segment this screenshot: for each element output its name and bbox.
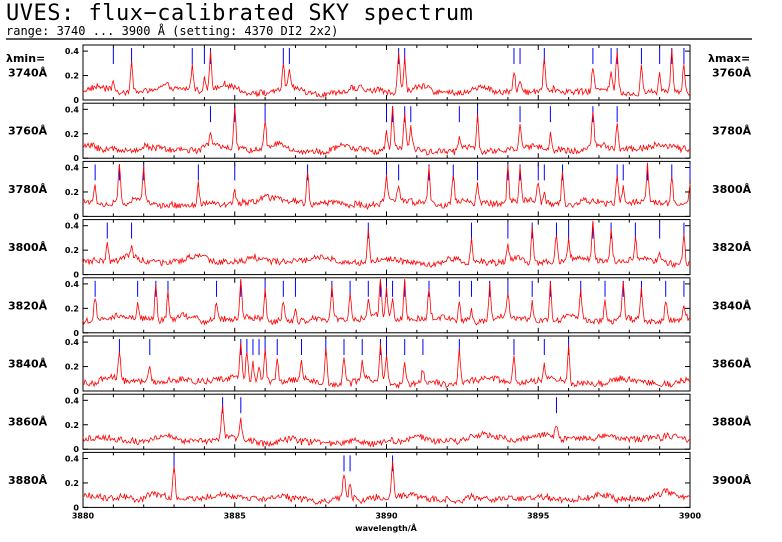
lambda-min-4: 3800Å: [8, 241, 48, 254]
lambda-min-8: 3880Å: [8, 474, 48, 487]
y-tick-label: 0.2: [65, 363, 79, 372]
spectrum-line-1: [82, 49, 691, 99]
y-tick-label: 0.4: [65, 280, 80, 289]
x-tick-label: 3880: [72, 511, 95, 520]
panel-frame-4: [82, 219, 691, 276]
lambda-max-1: 3760Å: [712, 67, 752, 80]
y-tick-label: 0: [73, 212, 79, 221]
title-divider: [6, 38, 752, 40]
lambda-min-header: λmin=: [6, 52, 45, 65]
panel-frame-7: [82, 393, 691, 450]
y-tick-label: 0.2: [65, 246, 79, 255]
lambda-max-6: 3860Å: [712, 358, 752, 371]
y-tick-label: 0.4: [65, 222, 80, 231]
y-tick-label: 0: [73, 329, 79, 338]
lambda-min-1: 3740Å: [8, 67, 48, 80]
y-tick-label: 0.4: [65, 396, 80, 405]
y-tick-label: 0: [73, 96, 79, 105]
lambda-max-4: 3820Å: [712, 241, 752, 254]
y-tick-label: 0: [73, 154, 79, 163]
x-axis-label: wavelength/Å: [355, 523, 417, 533]
spectrum-line-6: [82, 342, 691, 390]
y-tick-label: 0.2: [65, 130, 79, 139]
y-tick-label: 0: [73, 503, 79, 512]
spectrum-line-8: [83, 461, 691, 505]
x-tick-label: 3885: [224, 511, 247, 520]
lambda-max-8: 3900Å: [712, 474, 752, 487]
x-tick-label: 3900: [679, 511, 702, 520]
y-tick-label: 0: [73, 445, 79, 454]
spectrum-line-3: [82, 162, 691, 211]
y-tick-label: 0.2: [65, 188, 79, 197]
lambda-min-5: 3820Å: [8, 299, 48, 312]
y-tick-label: 0: [73, 271, 79, 280]
lambda-min-6: 3840Å: [8, 358, 48, 371]
y-tick-label: 0.2: [65, 72, 79, 81]
spectrum-line-4: [82, 220, 691, 269]
lambda-min-2: 3760Å: [8, 125, 48, 138]
y-tick-label: 0.2: [65, 421, 79, 430]
y-tick-label: 0.4: [65, 47, 80, 56]
y-tick-label: 0.4: [65, 338, 80, 347]
lambda-max-5: 3840Å: [712, 299, 752, 312]
lambda-min-7: 3860Å: [8, 416, 48, 429]
y-tick-label: 0.4: [65, 105, 80, 114]
lambda-max-7: 3880Å: [712, 416, 752, 429]
page-title: UVES: flux−calibrated SKY spectrum: [6, 1, 474, 26]
page-subtitle: range: 3740 ... 3900 Å (setting: 4370 DI…: [6, 24, 339, 38]
x-tick-label: 3890: [375, 511, 398, 520]
y-tick-label: 0: [73, 387, 79, 396]
spectrum-line-5: [82, 278, 691, 327]
lambda-max-2: 3780Å: [712, 125, 752, 138]
spectrum-line-2: [82, 105, 691, 156]
y-tick-label: 0.4: [65, 455, 80, 464]
y-tick-label: 0.2: [65, 304, 79, 313]
lambda-max-header: λmax=: [708, 52, 750, 65]
x-tick-label: 3895: [527, 511, 550, 520]
y-tick-label: 0.4: [65, 164, 80, 173]
spectrum-line-7: [82, 405, 691, 448]
lambda-max-3: 3800Å: [712, 183, 752, 196]
y-tick-label: 0.2: [65, 479, 79, 488]
lambda-min-3: 3780Å: [8, 183, 48, 196]
